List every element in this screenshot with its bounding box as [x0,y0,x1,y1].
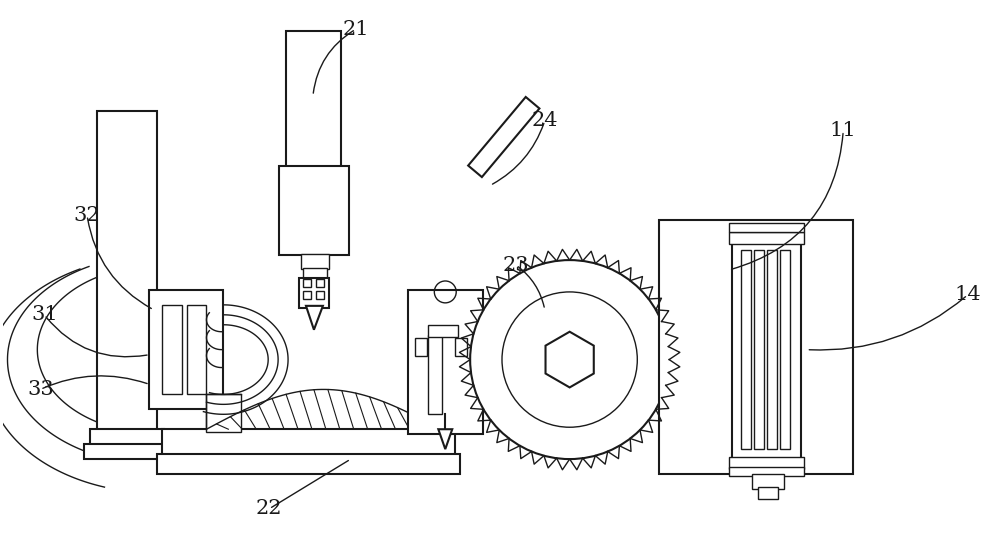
Text: 33: 33 [27,380,54,399]
Text: 22: 22 [256,500,282,518]
Bar [729,223,804,232]
Text: 21: 21 [342,20,369,39]
Text: 31: 31 [31,305,58,325]
Bar [157,454,460,474]
Bar [729,232,804,244]
Bar [303,279,311,287]
Bar [286,31,341,171]
Bar [279,166,349,255]
Bar [758,487,778,499]
Bar [780,250,790,449]
Circle shape [470,260,669,459]
Bar [149,290,223,410]
Bar [301,254,329,269]
Text: 32: 32 [74,206,100,225]
Text: 11: 11 [830,121,857,140]
Bar [316,291,324,299]
Bar [187,305,206,394]
Bar [752,474,784,489]
Bar [303,268,327,280]
Text: 23: 23 [503,256,529,274]
Bar [428,325,458,337]
Bar [84,444,170,459]
Bar [455,338,467,355]
Bar [162,305,182,394]
Text: 14: 14 [954,285,981,304]
Bar [303,291,311,299]
Bar [754,250,764,449]
Bar [316,279,324,287]
Bar [162,429,455,457]
Bar [428,335,442,415]
Polygon shape [438,429,452,449]
Bar [90,429,164,447]
Bar [659,220,853,474]
Polygon shape [468,97,539,177]
Polygon shape [306,306,323,330]
Bar [729,457,804,469]
Bar [741,250,751,449]
Bar [408,290,483,434]
Bar [97,111,157,439]
Bar [767,250,777,449]
Polygon shape [546,332,594,388]
Bar [729,467,804,476]
Bar [415,338,427,355]
Bar [299,278,329,308]
Bar [732,235,801,459]
Bar [206,394,241,432]
Text: 24: 24 [532,112,558,130]
